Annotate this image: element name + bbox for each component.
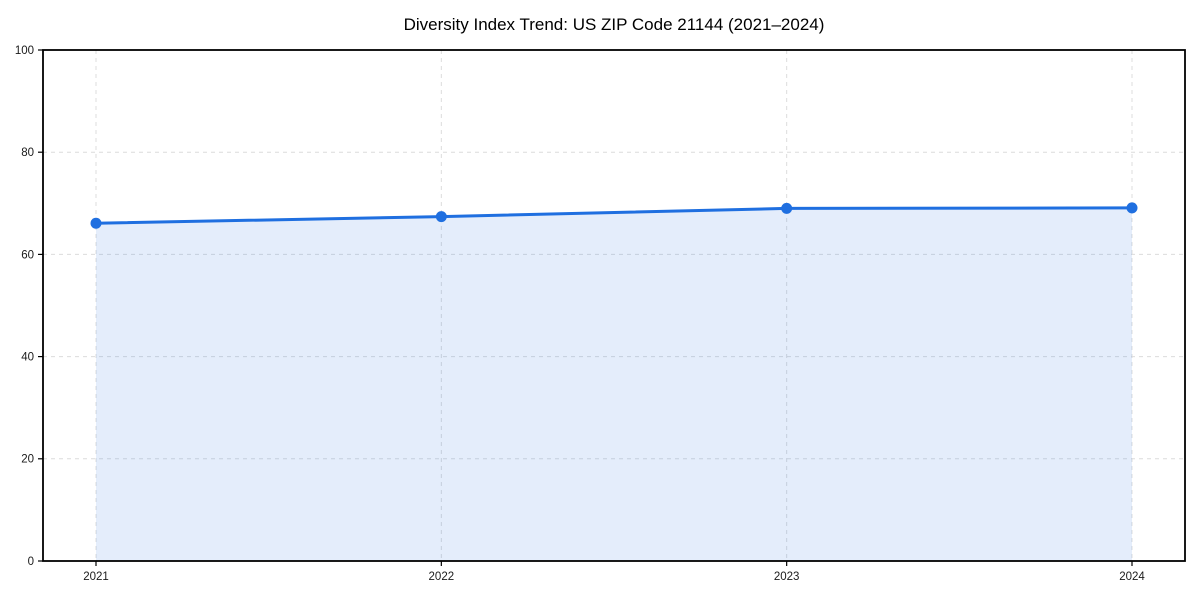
x-tick-label: 2024 (1119, 571, 1145, 583)
x-tick-label: 2021 (83, 571, 109, 583)
data-point-marker (1126, 202, 1138, 214)
y-tick-label: 80 (21, 147, 34, 159)
data-point-marker (435, 211, 447, 223)
plot-border (42, 49, 1186, 562)
x-tick-label: 2022 (429, 571, 455, 583)
plot-background (43, 50, 1185, 561)
data-point-marker (781, 202, 793, 214)
y-tick-label: 100 (15, 45, 34, 57)
y-tick-label: 60 (21, 249, 34, 261)
y-tick-label: 0 (28, 556, 34, 568)
x-tick-label: 2023 (774, 571, 800, 583)
area-fill (96, 207, 1132, 562)
data-point-marker (90, 217, 102, 229)
chart-title: Diversity Index Trend: US ZIP Code 21144… (404, 15, 825, 34)
y-tick-label: 20 (21, 454, 34, 466)
y-tick-label: 40 (21, 352, 34, 364)
trend-line (94, 206, 1134, 225)
